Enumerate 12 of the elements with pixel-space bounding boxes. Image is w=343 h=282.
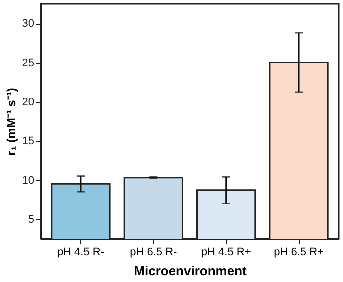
y-tick-label: 30 <box>22 18 34 30</box>
y-tick-label: 20 <box>22 96 34 108</box>
x-tick-label: pH 4.5 R- <box>57 246 105 258</box>
y-tick-label: 25 <box>22 57 34 70</box>
x-axis-title: Microenvironment <box>134 264 248 278</box>
x-tick-label: pH 6.5 R+ <box>274 246 324 258</box>
y-tick-label: 5 <box>28 214 34 226</box>
y-tick-label: 10 <box>22 174 34 187</box>
y-axis-title: r₁ (mM⁻¹ s⁻¹) <box>4 88 18 156</box>
x-tick-label: pH 4.5 R+ <box>201 246 252 258</box>
y-tick-label: 15 <box>22 136 34 148</box>
x-tick-label: pH 6.5 R- <box>130 246 178 258</box>
